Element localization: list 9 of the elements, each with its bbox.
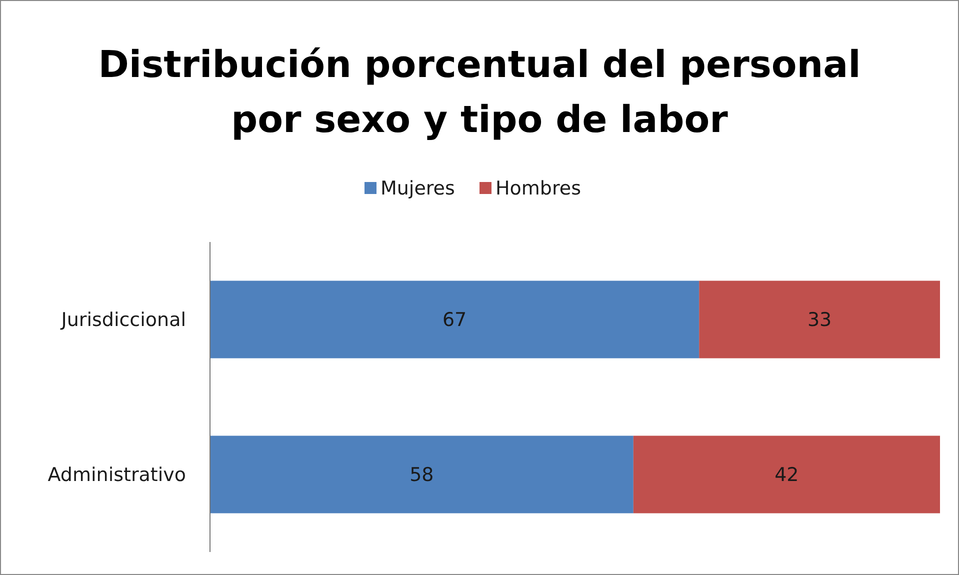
- legend-label: Mujeres: [380, 178, 455, 200]
- data-label: 42: [774, 464, 799, 486]
- y-tick-label: Jurisdiccional: [60, 309, 186, 332]
- legend-label: Hombres: [496, 178, 581, 200]
- data-label: 58: [410, 464, 434, 486]
- data-label: 33: [807, 309, 832, 332]
- data-label: 67: [442, 309, 467, 332]
- y-tick-label: Administrativo: [48, 464, 186, 486]
- chart-title: Distribución porcentual del personal por sexo y tipo de labor: [98, 43, 861, 141]
